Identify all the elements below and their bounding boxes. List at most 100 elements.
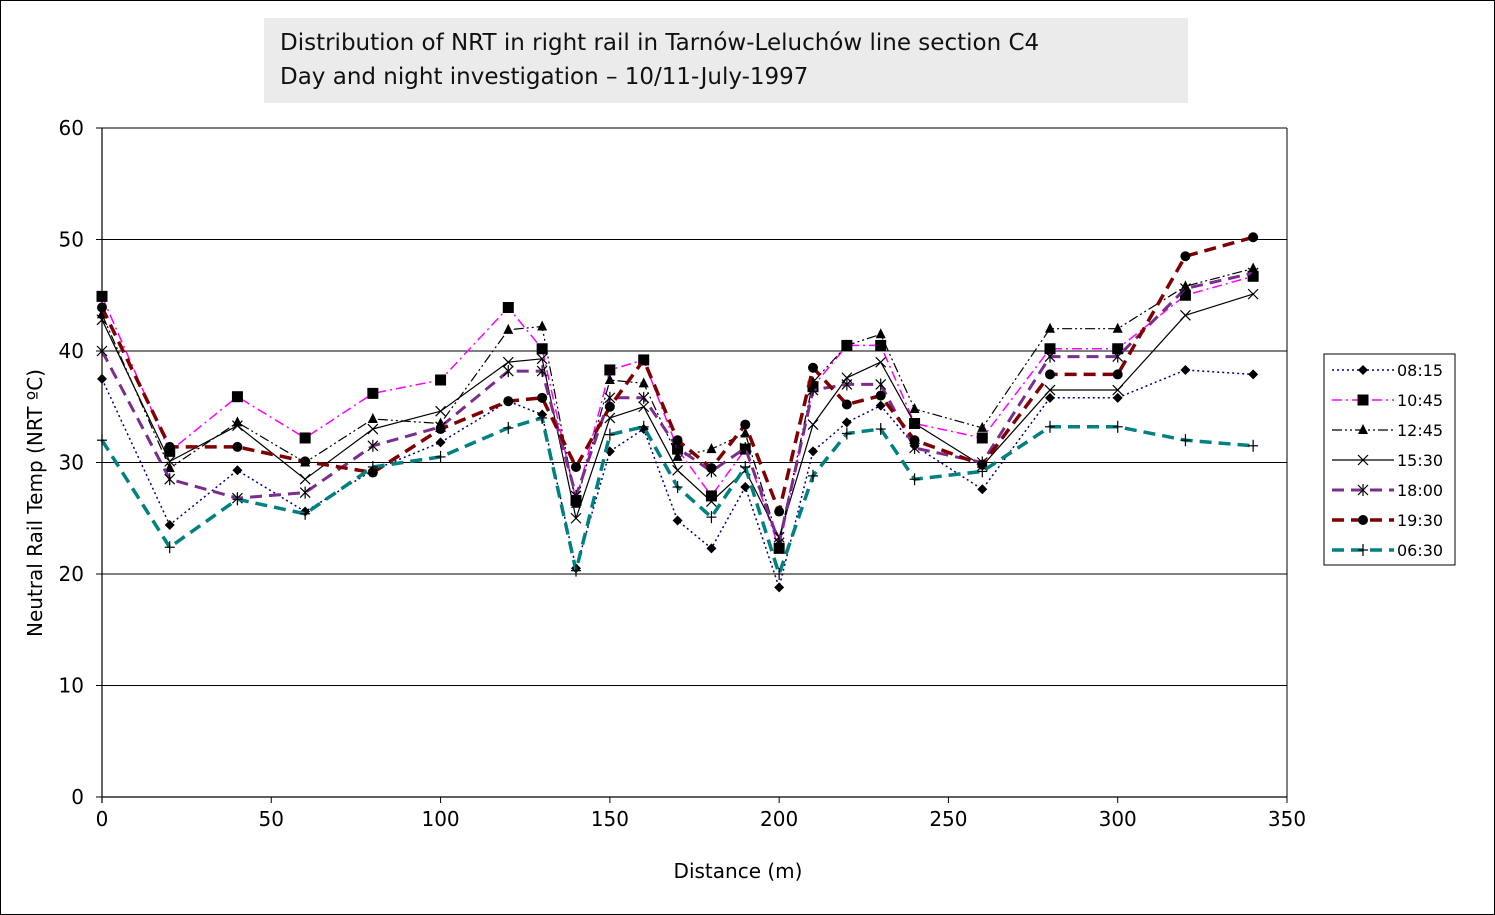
data-point [977, 484, 988, 495]
data-point [502, 302, 514, 314]
data-point [672, 450, 683, 461]
data-point [909, 435, 920, 446]
data-point [300, 507, 311, 520]
data-point [232, 465, 243, 476]
legend: 08:15 10:45 12:45 15:30 18:00 19:30 06:30 [1323, 353, 1456, 566]
series-1045 [96, 270, 1259, 554]
legend-entry: 19:30 [1332, 511, 1443, 530]
data-point [1044, 343, 1056, 355]
data-point [808, 446, 818, 457]
data-point [537, 392, 548, 403]
data-point [232, 420, 243, 432]
data-point [706, 496, 717, 507]
data-point [875, 378, 887, 391]
data-point [503, 323, 514, 334]
data-point [164, 519, 175, 530]
data-point [638, 401, 650, 413]
data-point [604, 364, 616, 376]
data-point [503, 421, 514, 434]
y-tick-label: 0 [71, 785, 84, 809]
data-point [1358, 544, 1368, 556]
data-point [604, 401, 615, 412]
x-tick-label: 50 [259, 807, 284, 831]
data-point [571, 564, 581, 577]
data-point [807, 419, 819, 431]
data-point [976, 432, 988, 444]
legend-entry: 15:30 [1332, 451, 1443, 470]
data-point [740, 427, 751, 438]
legend-label: 06:30 [1397, 541, 1443, 560]
data-point [875, 400, 886, 411]
grid-lines [102, 127, 1287, 686]
data-point [841, 339, 852, 350]
data-point [164, 441, 175, 452]
data-point [1112, 322, 1123, 333]
data-point [740, 460, 751, 473]
legend-entry: 12:45 [1332, 421, 1443, 440]
y-tick-label: 60 [59, 116, 84, 140]
data-point [164, 541, 175, 554]
data-point [164, 473, 176, 486]
series-1530 [96, 288, 1259, 543]
data-point [638, 377, 649, 388]
data-point [841, 378, 853, 391]
data-point [435, 405, 446, 417]
data-point [1357, 394, 1369, 406]
data-point [164, 455, 176, 467]
data-point [1357, 484, 1369, 496]
legend-label: 19:30 [1397, 511, 1443, 530]
legend-entry: 06:30 [1332, 541, 1443, 560]
legend-entry: 18:00 [1332, 481, 1443, 500]
data-point [1247, 266, 1259, 279]
data-point [1180, 434, 1191, 447]
data-point [299, 432, 311, 444]
x-tick-label: 100 [421, 807, 459, 831]
data-point [1357, 454, 1369, 466]
data-point [1112, 369, 1123, 380]
x-axis-title: Distance (m) [674, 859, 803, 883]
y-axis-title: Neutral Rail Temp (NRT ºC) [23, 369, 47, 637]
data-point [875, 423, 886, 436]
data-point [774, 506, 785, 517]
series-line [100, 235, 1254, 514]
data-point [536, 353, 548, 365]
data-point [706, 443, 717, 454]
data-point [503, 396, 514, 407]
data-point [875, 390, 886, 401]
data-point [841, 417, 852, 428]
data-point [1179, 289, 1191, 301]
data-point [536, 343, 548, 355]
data-point [1045, 369, 1055, 380]
data-point [1248, 232, 1259, 243]
data-point [96, 290, 108, 302]
data-point [1045, 392, 1055, 403]
data-point [367, 423, 379, 435]
chart-subtitle: Day and night investigation – 10/11-July… [280, 64, 809, 90]
x-tick-label: 200 [760, 807, 798, 831]
series-1800 [96, 266, 1259, 549]
data-point [97, 302, 107, 313]
data-point [97, 373, 107, 384]
series-lines [96, 232, 1259, 593]
x-tick-label: 300 [1099, 807, 1137, 831]
y-tick-label: 30 [59, 451, 84, 475]
data-point [841, 399, 852, 410]
legend-label: 10:45 [1397, 391, 1443, 410]
data-point [571, 461, 581, 472]
data-point [537, 320, 548, 331]
data-point [231, 391, 243, 403]
data-point [808, 362, 818, 373]
data-point [299, 473, 311, 485]
data-point [875, 328, 886, 339]
data-point [502, 356, 514, 368]
data-point [672, 481, 683, 494]
series-line [101, 293, 1254, 538]
data-point [367, 413, 378, 424]
data-point [570, 489, 582, 502]
data-point [232, 493, 243, 506]
data-point [604, 428, 615, 441]
series-0630 [97, 411, 1259, 580]
data-point [706, 543, 717, 554]
series-line [101, 267, 1254, 544]
legend-label: 15:30 [1397, 451, 1443, 470]
